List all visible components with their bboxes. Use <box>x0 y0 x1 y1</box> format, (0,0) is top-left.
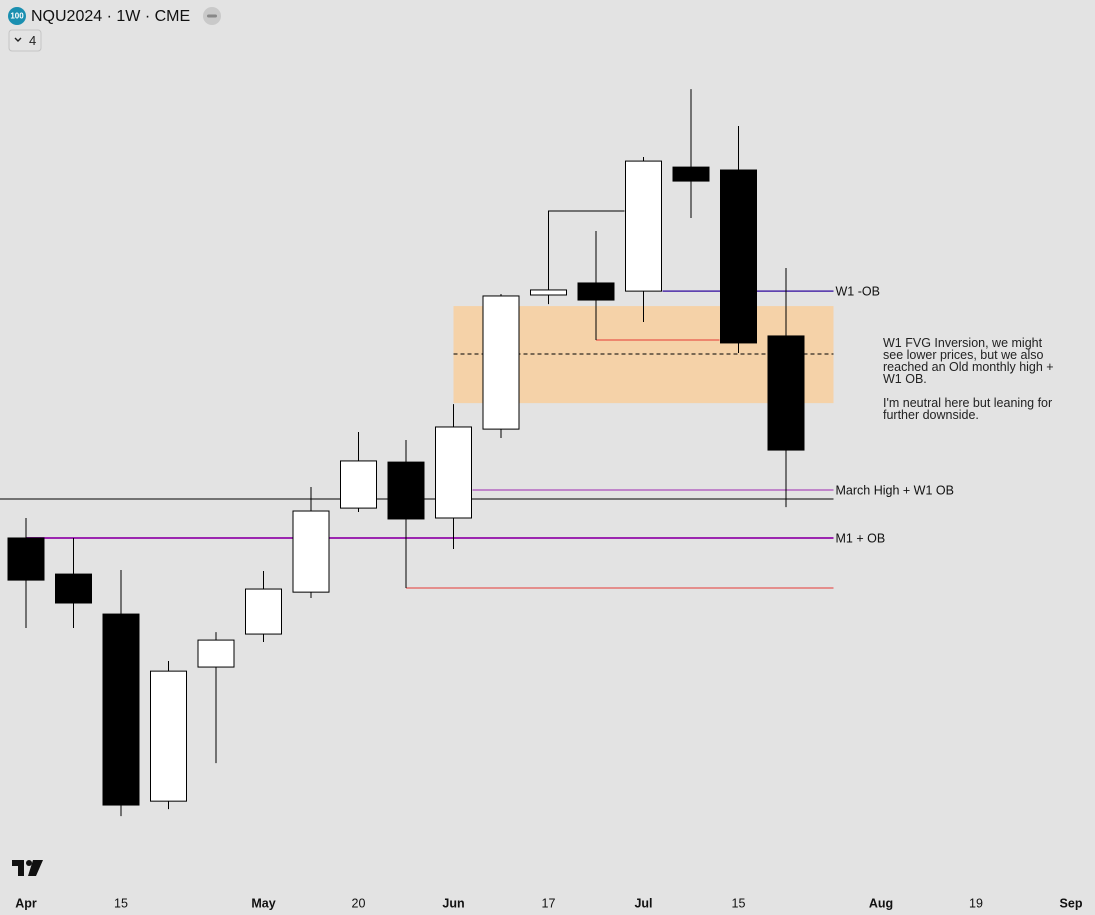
annotation: W1 FVG Inversion, we might see lower pri… <box>883 337 1063 421</box>
x-tick-label: 15 <box>732 896 746 910</box>
candle-body <box>102 613 140 806</box>
x-tick-label: Jul <box>634 896 652 910</box>
candle-body <box>577 282 615 301</box>
candle-body <box>340 460 377 509</box>
x-tick-label: Aug <box>869 896 893 910</box>
x-tick-label: 17 <box>542 896 556 910</box>
x-tick-label: Jun <box>442 896 464 910</box>
x-tick-label: 19 <box>969 896 983 910</box>
candle-body <box>625 160 662 292</box>
logo-part <box>26 860 32 866</box>
candle-body <box>482 295 520 430</box>
candle-body <box>387 461 425 520</box>
level-label: M1 + OB <box>836 531 886 545</box>
annotation-text: I'm neutral here but leaning for further… <box>883 396 1053 422</box>
symbol-badge <box>8 7 26 25</box>
candle-body <box>197 639 235 668</box>
x-tick-label: 20 <box>352 896 366 910</box>
candle-body <box>720 169 757 344</box>
annotation-text: W1 FVG Inversion, we might see lower pri… <box>883 337 1054 386</box>
logo-part <box>12 860 24 876</box>
badge-text: 100 <box>10 12 24 21</box>
plot-area: W1 -OB March High + W1 OB M1 + OB <box>0 89 954 817</box>
symbol-title: NQU2024 · 1W · CME <box>31 8 190 25</box>
candle-body <box>150 670 187 802</box>
x-tick-label: Apr <box>15 896 37 910</box>
x-tick-label: May <box>251 896 275 910</box>
level-label: March High + W1 OB <box>836 483 954 497</box>
level-label: W1 -OB <box>836 284 880 298</box>
candle-body <box>245 588 282 635</box>
x-tick-label: 15 <box>114 896 128 910</box>
candle-body <box>7 537 45 581</box>
indicator-count: 4 <box>29 33 36 48</box>
candle-body <box>435 426 472 519</box>
candle-body <box>55 573 92 604</box>
chevron <box>14 37 22 42</box>
collapse-icon <box>207 14 217 18</box>
logo-part <box>28 860 43 876</box>
step-line <box>548 210 625 290</box>
candle-body <box>767 335 805 451</box>
x-tick-label: Sep <box>1060 896 1083 910</box>
tradingview-logo <box>12 860 43 876</box>
candle-body <box>292 510 330 593</box>
annotation-box: W1 FVG Inversion, we might see lower pri… <box>883 337 1063 421</box>
candle-body <box>672 166 710 182</box>
candle-body <box>530 289 567 296</box>
indicator-toggle[interactable] <box>8 29 42 52</box>
